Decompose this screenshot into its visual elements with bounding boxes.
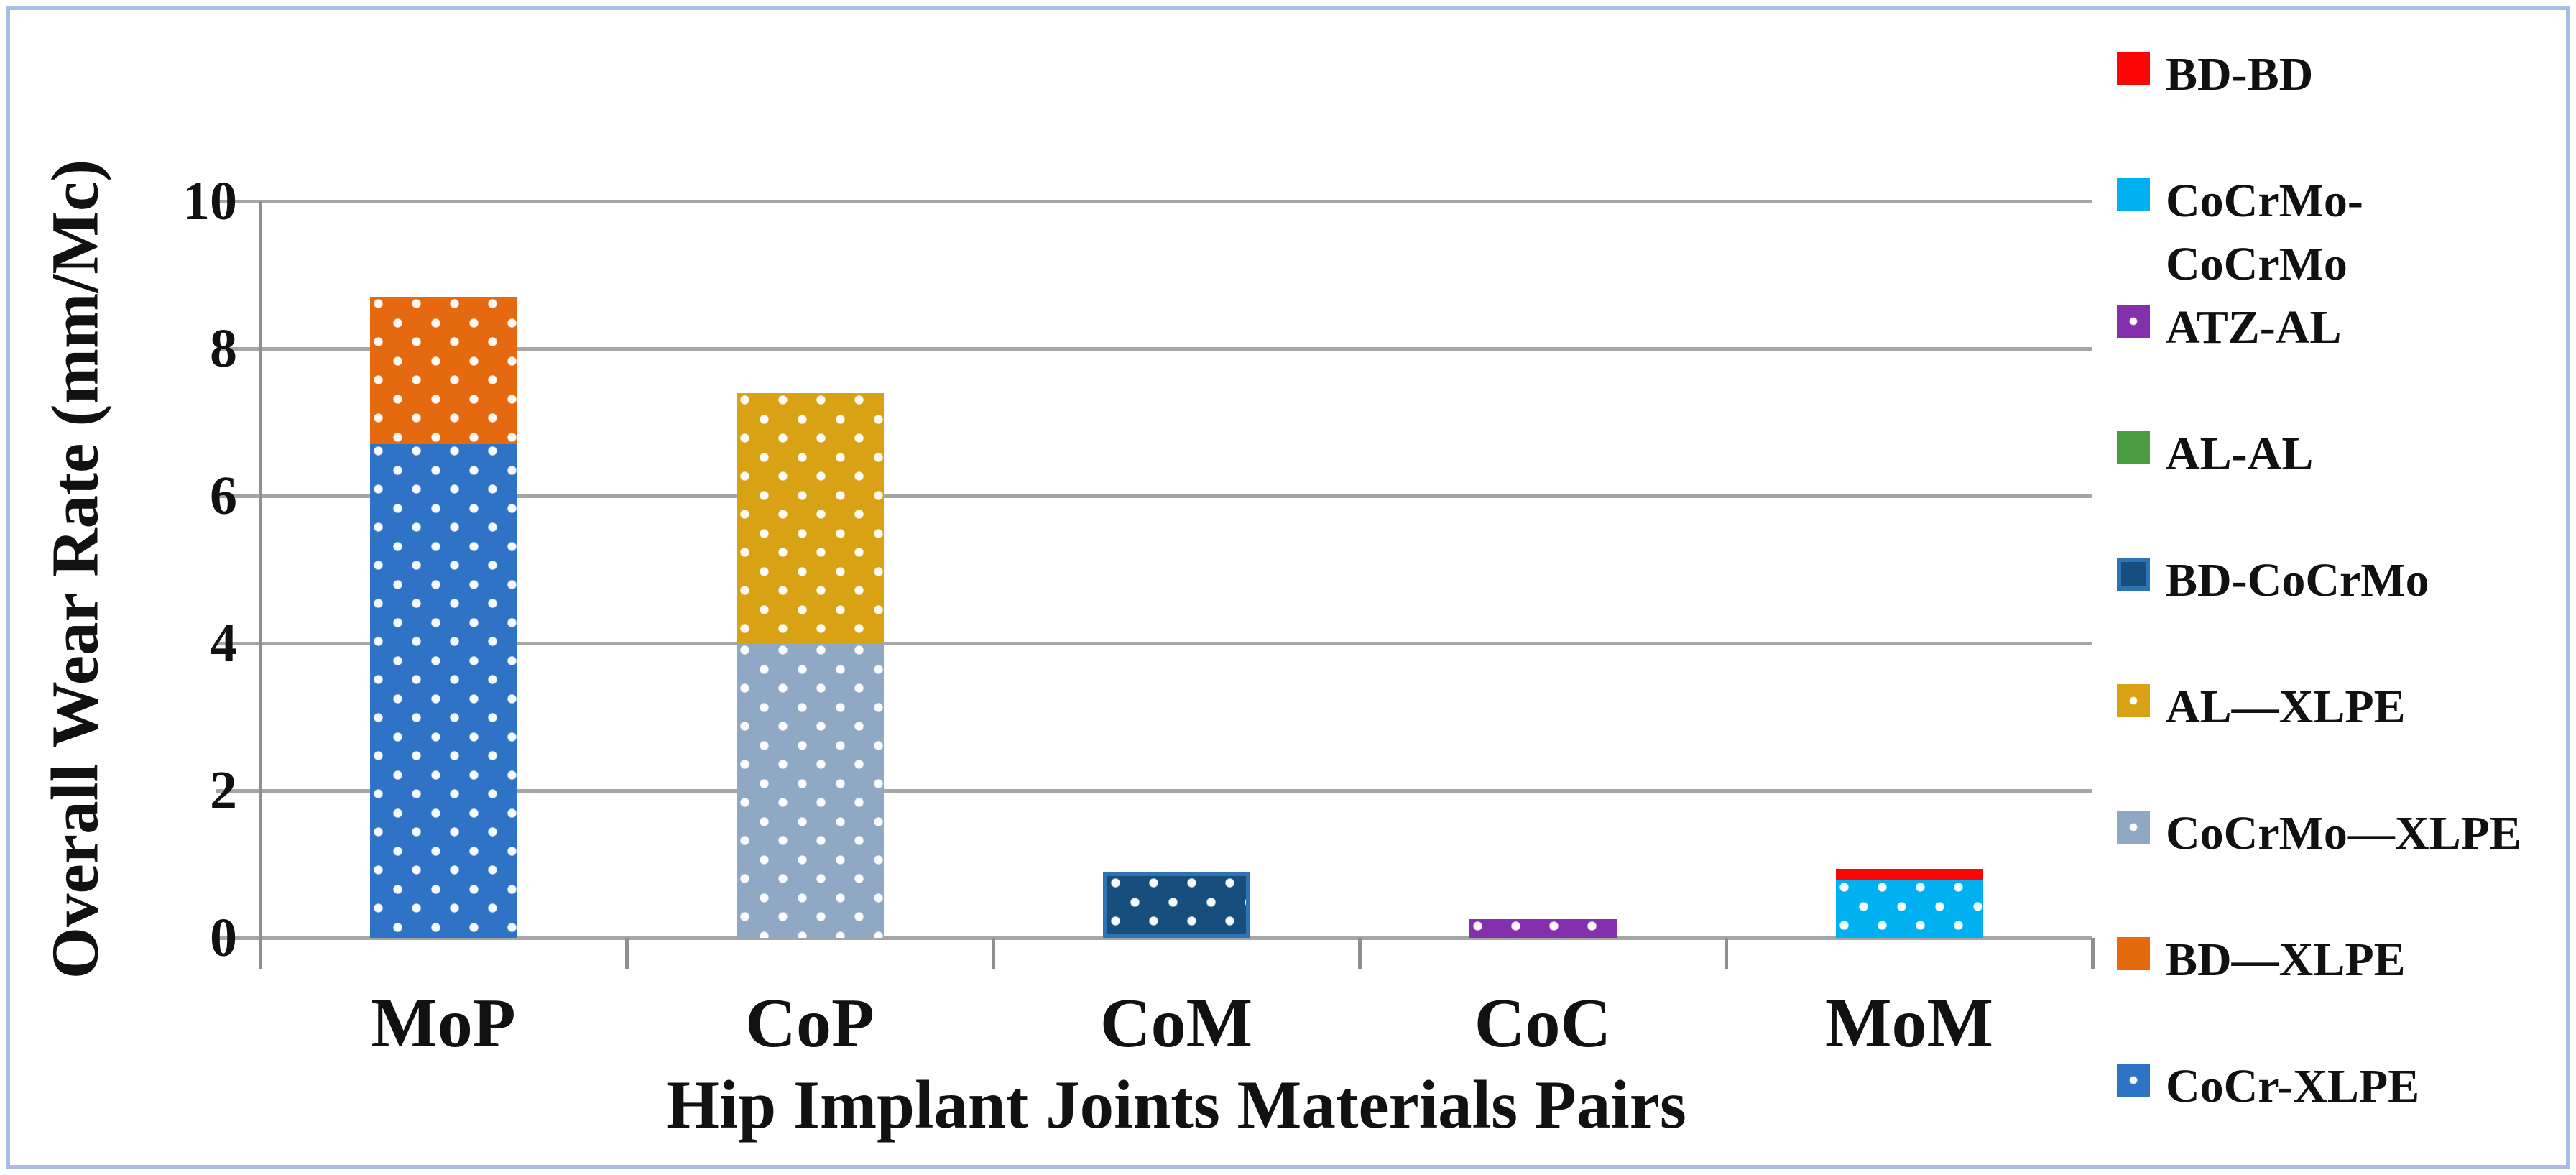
y-axis-title: Overall Wear Rate (mm/Mc) [38,159,113,980]
gridline-y-8 [216,347,2092,351]
gridline-y-4 [216,642,2092,645]
x-category-label-CoM: CoM [1099,985,1253,1062]
chart-legend: BD-BD CoCrMo- CoCrMo ATZ-AL AL-AL BD-CoCrMo A… [2117,0,2570,1175]
legend-label-BD—XLPE: BD—XLPE [2166,934,2406,986]
legend-label-CoCrMo—XLPE: CoCrMo—XLPE [2166,807,2521,860]
legend-swatch-BD—XLPE [2117,937,2150,970]
legend-label-AL-AL: AL-AL [2166,428,2314,480]
bar-segment-CoP-CoCrMo—XLPE [736,643,884,938]
y-tick-label-2: 2 [210,760,237,821]
legend-swatch-BD-CoCrMo [2117,558,2150,591]
legend-item-BD-BD: BD-BD [2117,43,2313,106]
x-axis-tick [2091,938,2095,969]
gridline-y-6 [216,494,2092,498]
x-category-label-MoM: MoM [1825,985,1993,1062]
bar-segment-MoP-BD—XLPE [369,297,517,445]
gridline-y-10 [216,200,2092,203]
y-axis-line [259,201,262,969]
legend-label-AL—XLPE: AL—XLPE [2166,681,2406,733]
x-category-label-CoP: CoP [745,985,874,1062]
x-axis-tick [259,938,262,969]
legend-label-CoCr-XLPE: CoCr-XLPE [2166,1060,2420,1112]
legend-swatch-AL—XLPE [2117,684,2150,717]
legend-item-BD-CoCrMo: BD-CoCrMo [2117,549,2429,612]
bar-segment-MoP-CoCr-XLPE [369,444,517,938]
x-axis-tick [1358,938,1362,969]
bar-segment-CoC-ATZ-AL [1469,919,1617,938]
x-axis-tick [1725,938,1728,969]
y-tick-label-8: 8 [210,318,237,379]
x-category-label-CoC: CoC [1474,985,1612,1062]
x-axis-tick [625,938,629,969]
legend-label-BD-CoCrMo: BD-CoCrMo [2166,554,2429,607]
x-axis-title: Hip Implant Joints Materials Pairs [666,1066,1686,1143]
legend-swatch-CoCrMo-CoCrMo [2117,178,2150,211]
bar-segment-CoP-AL—XLPE [736,392,884,643]
bar-segment-MoM-BD-BD [1835,868,1983,881]
legend-swatch-BD-BD [2117,52,2150,85]
legend-swatch-ATZ-AL [2117,305,2150,338]
legend-item-CoCrMo—XLPE: CoCrMo—XLPE [2117,802,2521,865]
x-category-label-MoP: MoP [371,985,516,1062]
legend-item-CoCr-XLPE: CoCr-XLPE [2117,1055,2419,1118]
y-tick-label-0: 0 [210,908,237,968]
bar-segment-CoM-BD-CoCrMo [1102,871,1250,938]
y-tick-label-6: 6 [210,466,237,526]
legend-item-AL—XLPE: AL—XLPE [2117,676,2406,739]
legend-label-CoCrMo-CoCrMo: CoCrMo- CoCrMo [2166,175,2363,290]
legend-swatch-CoCr-XLPE [2117,1064,2150,1097]
legend-swatch-AL-AL [2117,431,2150,464]
bar-segment-MoM-CoCrMo-CoCrMo [1835,880,1983,938]
legend-swatch-CoCrMo—XLPE [2117,811,2150,844]
y-tick-label-4: 4 [210,613,237,673]
gridline-y-0 [216,936,2092,940]
legend-label-ATZ-AL: ATZ-AL [2166,301,2342,354]
legend-label-BD-BD: BD-BD [2166,48,2314,101]
y-tick-label-10: 10 [183,171,237,231]
x-axis-tick [992,938,995,969]
legend-item-ATZ-AL: ATZ-AL [2117,296,2341,359]
gridline-y-2 [216,789,2092,793]
legend-item-CoCrMo-CoCrMo: CoCrMo- CoCrMo [2117,170,2363,296]
legend-item-AL-AL: AL-AL [2117,423,2313,486]
legend-item-BD—XLPE: BD—XLPE [2117,929,2406,992]
